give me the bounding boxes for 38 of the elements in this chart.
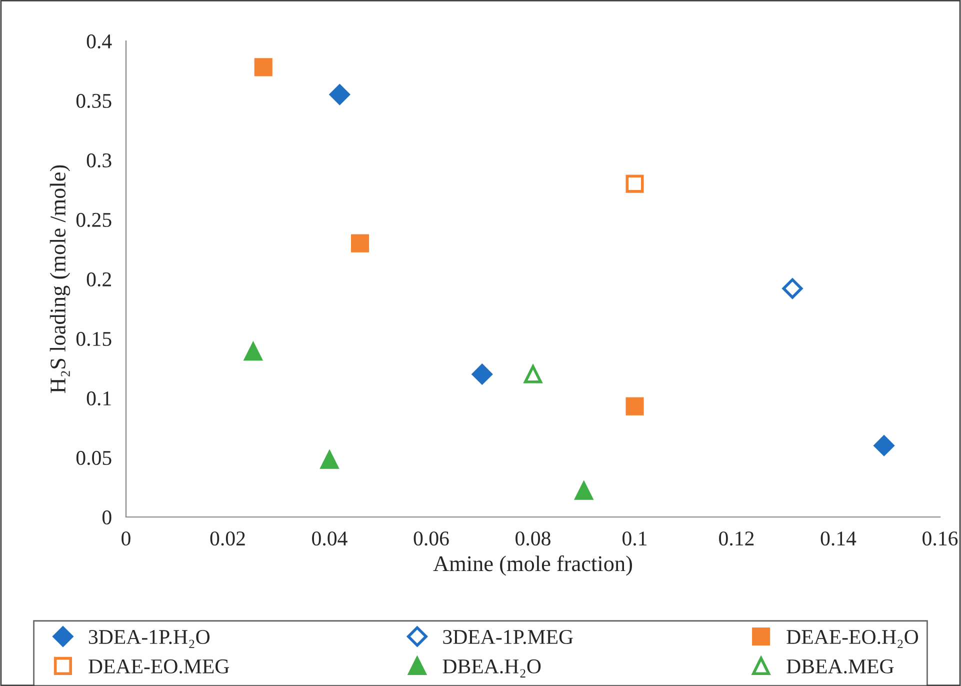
y-axis-title: H₂S loading (mole /mole): [50, 165, 70, 394]
y-tick-label: 0.4: [86, 34, 112, 49]
x-axis-title: Amine (mole fraction): [433, 555, 632, 576]
x-tick-label: 0.1: [622, 531, 647, 546]
point: [350, 234, 370, 252]
x-tick-label: 0.06: [414, 531, 449, 546]
y-tick-label: 0.3: [86, 153, 112, 168]
x-tick-label: 0.16: [922, 531, 958, 546]
legend-label: 3DEA-1P.H₂O: [88, 630, 210, 648]
y-tick-label: 0.2: [86, 272, 111, 287]
point: [329, 84, 350, 105]
legend-label: DEAE-EO.H₂O: [786, 630, 918, 648]
x-tick-label: 0.08: [516, 531, 550, 546]
legend-label: DBEA.H₂O: [442, 659, 541, 678]
point: [254, 58, 272, 76]
x-tick-label: 0.02: [210, 531, 245, 546]
point: [244, 342, 262, 361]
x-tick-label: 0.12: [719, 531, 754, 546]
legend-label: 3DEA-1P.MEG: [443, 630, 573, 644]
y-tick-label: 0.1: [86, 391, 111, 406]
point: [524, 365, 542, 384]
point: [874, 435, 894, 456]
point: [782, 278, 803, 299]
legend-label: DBEA.MEG: [786, 659, 894, 674]
y-tick-label: 0: [102, 510, 112, 524]
point: [472, 364, 492, 384]
legend-label: DEAE-EO.MEG: [88, 659, 230, 674]
point: [574, 482, 593, 500]
y-tick-label: 0.35: [76, 94, 112, 108]
x-tick-label: 0: [122, 531, 130, 546]
point: [320, 450, 339, 469]
y-tick-label: 0.25: [76, 212, 112, 228]
y-tick-label: 0.05: [76, 450, 112, 466]
y-tick-label: 0.15: [76, 332, 112, 346]
point: [626, 397, 644, 416]
x-tick-label: 0.14: [820, 531, 856, 546]
x-tick-label: 0.04: [312, 531, 348, 546]
point: [626, 174, 644, 193]
